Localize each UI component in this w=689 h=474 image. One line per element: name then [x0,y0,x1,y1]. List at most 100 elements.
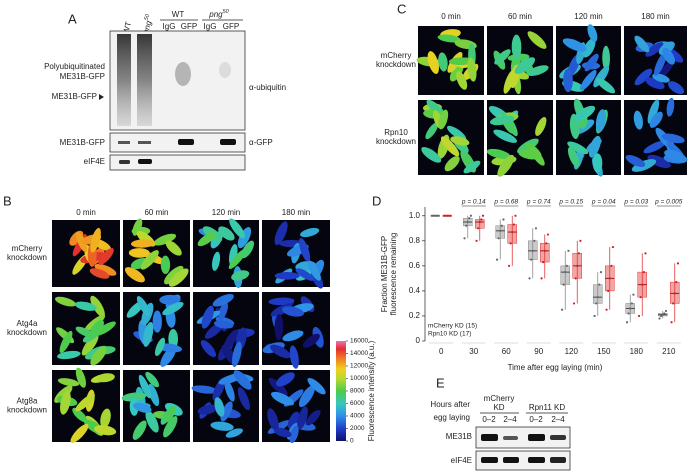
dot [512,223,515,226]
embryo [218,301,229,320]
lane-label: IgG [204,22,217,31]
embryo [633,110,643,130]
column-label: 0 min [76,208,96,217]
smear [175,62,191,86]
panel-label: C [397,1,406,16]
embryo [94,321,116,336]
embryo [511,34,522,60]
dot [540,277,543,280]
arrowhead [99,94,104,100]
embryo [289,425,299,444]
dot [531,249,534,252]
embryo [287,411,300,429]
dot [543,249,546,252]
dot [658,317,661,320]
band [503,436,518,440]
embryo [270,344,291,359]
allele: 50 [223,9,230,15]
embryo [647,99,660,124]
embryo [233,370,252,390]
lane-label: GFP [223,22,239,31]
row-label: Atg8a [17,397,38,406]
embryo [218,226,235,241]
legend-entry: Rpn10 KD (17) [428,331,471,338]
embryo [438,109,449,130]
dot [661,313,664,316]
dot [444,214,447,217]
embryo [128,248,150,258]
band [481,457,498,463]
embryo [143,321,154,347]
dot [593,314,596,318]
column-label: 180 min [641,12,669,21]
x-tick-label: 210 [662,347,676,356]
dot [577,252,580,255]
embryo [567,141,589,155]
dot [468,217,471,220]
blot [109,154,246,171]
lane-label: 0–2 [482,415,496,424]
column-label: 120 min [212,208,240,217]
embryo [302,333,320,348]
embryo [89,268,110,279]
dot [434,214,437,217]
embryo [643,140,666,154]
band [550,435,566,440]
embryo [582,38,596,58]
embryo [140,250,159,270]
embryo [229,218,245,239]
colorbar-tick-label: 2000 [350,425,365,432]
embryo [55,296,77,307]
embryo [514,57,536,74]
x-tick-label: 0 [439,347,444,356]
embryo [526,65,549,77]
embryo [197,404,218,415]
dot [608,277,611,280]
embryo [121,392,147,402]
y-tick-label: 1.0 [409,211,421,220]
embryo [164,265,184,285]
embryo [57,350,81,360]
embryo [602,45,610,71]
embryo [647,154,671,169]
row-label: knockdown [7,253,47,262]
blot-label: eIF4E [451,456,472,465]
embryo [231,270,250,281]
y-tick-label: 0.2 [409,311,421,320]
group-label: mCherry [484,394,515,403]
dot [562,283,565,286]
embryo [668,81,685,95]
embryo [212,294,234,307]
blot-label: eIF4E [84,157,105,166]
dot [514,214,517,217]
embryo [449,62,464,82]
embryo [159,294,181,305]
embryo [592,153,603,173]
dot [437,214,440,217]
embryo [89,319,104,339]
row-label: knockdown [7,406,47,415]
embryo [210,421,234,431]
dot [630,302,633,305]
dot [565,264,568,267]
embryo [305,409,321,426]
band [119,160,130,164]
embryo [224,380,235,402]
embryo [160,255,171,275]
row-label: mCherry [381,51,412,60]
band [220,139,236,145]
embryo [60,390,71,415]
dot [673,292,676,295]
embryo [213,320,234,329]
dot [672,302,675,305]
embryo [57,378,80,387]
embryo [162,301,184,316]
embryo [282,330,304,342]
dot [644,252,647,255]
blot [475,426,571,449]
embryo [298,385,315,408]
dot [627,312,630,315]
dot [607,289,610,293]
embryo [649,111,663,128]
dot [641,283,644,286]
